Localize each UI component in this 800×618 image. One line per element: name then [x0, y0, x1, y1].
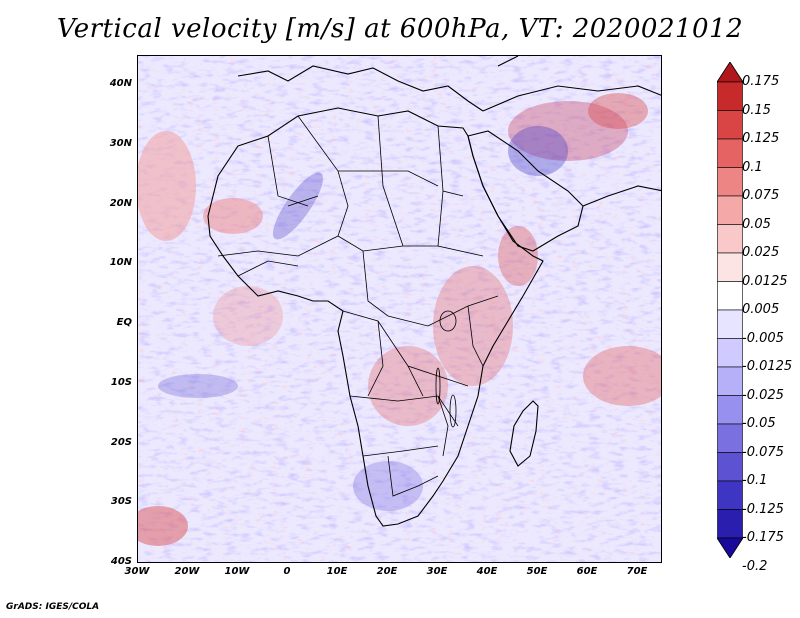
longitude-label: 30W: [124, 566, 150, 577]
colorbar-top-arrow: [717, 62, 743, 83]
lakes: [435, 310, 457, 428]
colorbar-segment: [717, 167, 743, 197]
country-borders: [217, 115, 499, 497]
colorbar-label: 0.175: [742, 74, 780, 89]
colorbar-label: 0.15: [742, 102, 771, 118]
colorbar-label: -0.025: [742, 387, 784, 403]
colorbar-label: -0.05: [742, 416, 776, 431]
longitude-label: 40E: [476, 566, 498, 577]
colorbar-label: 0.05: [742, 216, 771, 232]
longitude-label: 30E: [426, 566, 448, 577]
longitude-label: 70E: [626, 566, 648, 577]
colorbar-label: -0.005: [742, 330, 784, 346]
colorbar-segment: [717, 395, 743, 425]
colorbar-segment: [717, 338, 743, 368]
colorbar-segment: [717, 110, 743, 140]
colorbar-label: -0.175: [742, 530, 784, 545]
velocity-patches: [138, 93, 661, 546]
grads-credit: GrADS: IGES/COLA: [6, 602, 100, 612]
longitude-label: 60E: [576, 566, 598, 577]
longitude-label: 20E: [376, 566, 398, 577]
colorbar-label: 0.025: [742, 245, 780, 260]
latitude-label: 10N: [109, 257, 132, 269]
colorbar-segment: [717, 423, 743, 453]
latitude-label: 20S: [110, 436, 132, 448]
map-title: Vertical velocity [m/s] at 600hPa, VT: 2…: [56, 14, 744, 44]
colorbar-segment: [717, 195, 743, 225]
colorbar-segment: [717, 509, 743, 539]
longitude-label: 0: [283, 566, 291, 577]
colorbar-label: 0.005: [742, 302, 780, 317]
colorbar-segment: [717, 309, 743, 339]
colorbar-segment: [717, 452, 743, 482]
colorbar-segment: [717, 138, 743, 168]
colorbar-segment: [717, 281, 743, 311]
colorbar-segment: [717, 480, 743, 510]
coastlines: [207, 56, 661, 527]
colorbar-segment: [717, 81, 743, 111]
latitude-label: EQ: [116, 317, 132, 328]
colorbar-label: -0.1: [742, 473, 768, 488]
colorbar-label: 0.1: [742, 159, 763, 175]
longitude-label: 10W: [224, 566, 250, 577]
colorbar-label: -0.0125: [742, 359, 793, 374]
colorbar-bottom-arrow: [717, 537, 743, 558]
latitude-label: 10S: [110, 376, 132, 388]
colorbar-segment: [717, 252, 743, 282]
colorbar-label: 0.125: [742, 131, 780, 146]
latitude-label: 30S: [110, 496, 132, 508]
longitude-label: 50E: [526, 566, 548, 577]
colorbar-label: -0.2: [742, 558, 768, 574]
colorbar-label: -0.075: [742, 444, 784, 460]
longitude-label: 20W: [174, 566, 200, 577]
latitude-label: 20N: [109, 197, 132, 209]
latitude-label: 40N: [109, 78, 132, 89]
colorbar-segment: [717, 366, 743, 396]
colorbar: [717, 62, 743, 558]
colorbar-label: 0.0125: [742, 273, 788, 289]
latitude-label: 30N: [109, 137, 132, 149]
colorbar-label: 0.075: [742, 188, 780, 203]
map-plot-area: [137, 55, 662, 563]
vertical-velocity-field: [138, 56, 661, 562]
colorbar-label: -0.125: [742, 501, 784, 517]
colorbar-segment: [717, 224, 743, 254]
latitude-label: 40S: [110, 556, 132, 567]
longitude-label: 10E: [326, 566, 348, 577]
